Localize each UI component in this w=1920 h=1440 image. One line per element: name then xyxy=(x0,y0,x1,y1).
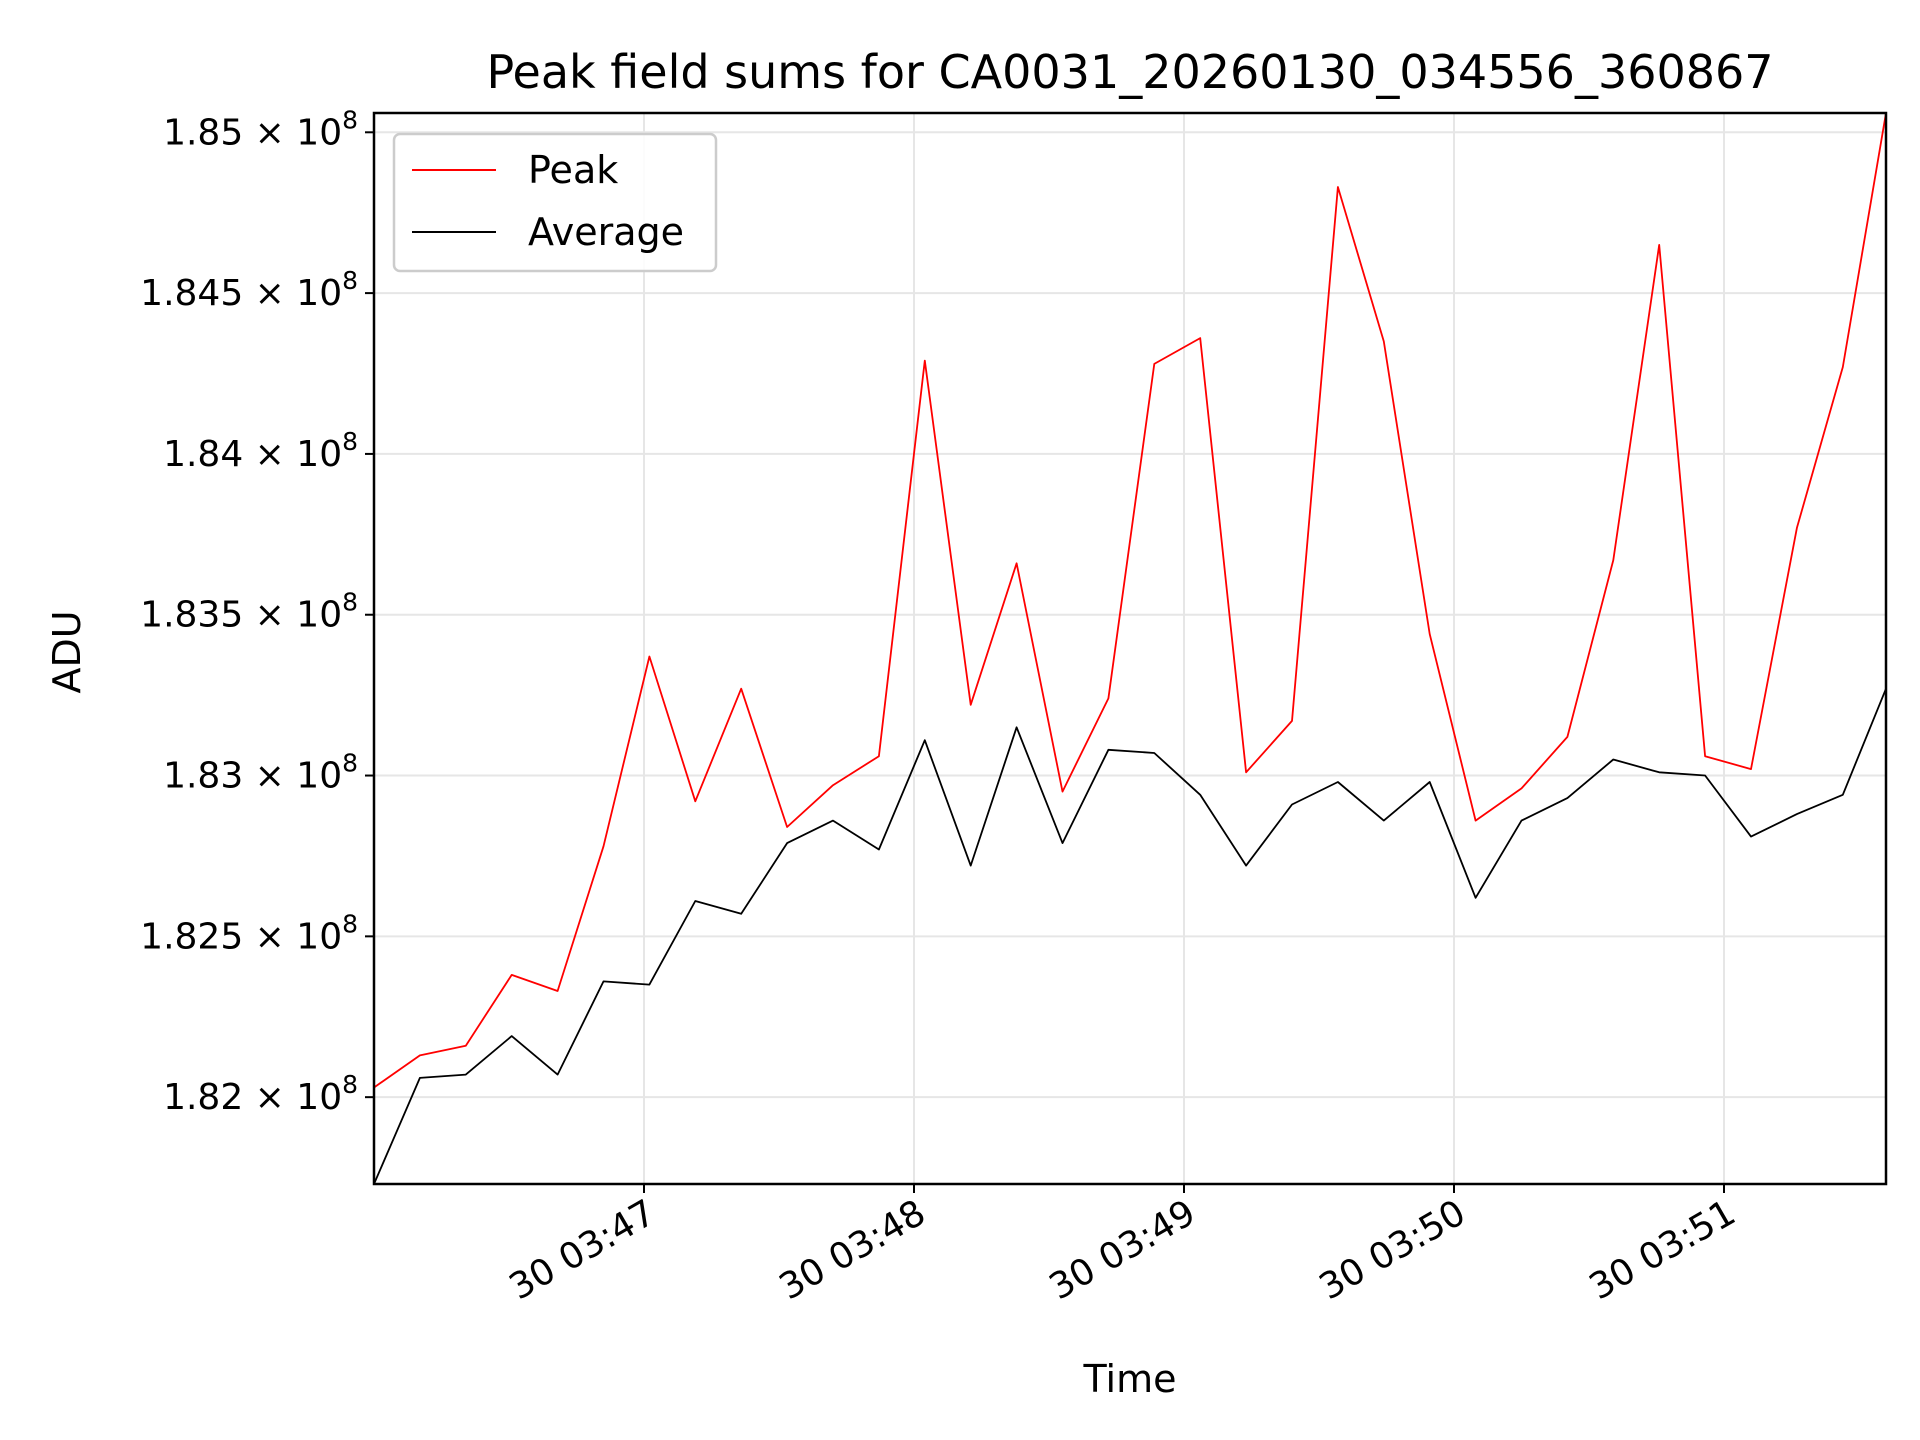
x-tick-label: 30 03:48 xyxy=(773,1192,933,1308)
x-tick-label: 30 03:47 xyxy=(503,1192,663,1308)
y-axis-label: ADU xyxy=(45,610,89,693)
legend-label-peak: Peak xyxy=(528,148,618,192)
x-tick-label: 30 03:51 xyxy=(1583,1192,1743,1308)
y-tick-label: 1.83 × 108 xyxy=(163,749,358,797)
axes: 1.82 × 108 1.825 × 108 1.83 × 108 1.835 × 1… xyxy=(140,105,1888,1308)
x-tick-label: 30 03:50 xyxy=(1313,1192,1473,1308)
grid xyxy=(374,113,1886,1184)
plot-frame xyxy=(372,111,1888,1186)
y-tick-label: 1.84 × 108 xyxy=(163,427,358,475)
x-axis-label: Time xyxy=(1083,1357,1177,1401)
y-tick-label: 1.825 × 108 xyxy=(140,909,358,957)
legend: Peak Average xyxy=(392,132,718,273)
x-tick-label: 30 03:49 xyxy=(1043,1192,1203,1308)
legend-box xyxy=(392,132,718,273)
y-tick-label: 1.835 × 108 xyxy=(140,588,358,636)
series-line-average xyxy=(373,688,1887,1185)
plot-area xyxy=(373,112,1887,1185)
legend-label-average: Average xyxy=(528,210,684,254)
y-tick-label: 1.85 × 108 xyxy=(163,105,358,153)
chart-title: Peak field sums for CA0031_20260130_0345… xyxy=(486,45,1773,99)
series-line-peak xyxy=(373,112,1887,1089)
y-tick-label: 1.82 × 108 xyxy=(163,1070,358,1118)
y-tick-label: 1.845 × 108 xyxy=(140,266,358,314)
